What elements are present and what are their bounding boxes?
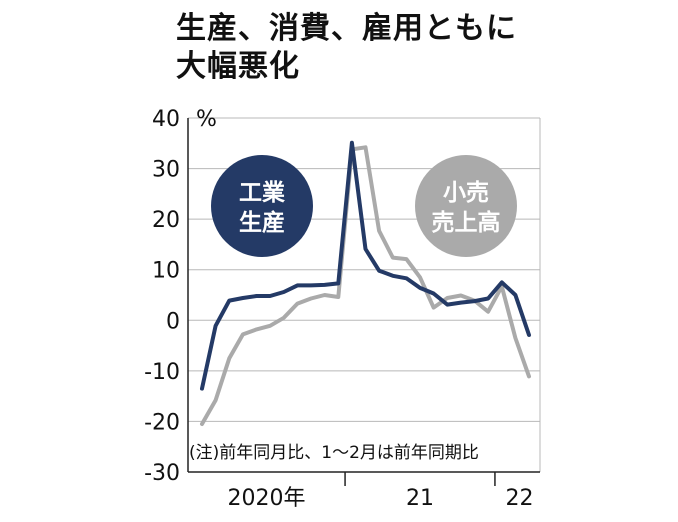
series-badge-industrial-production <box>211 155 313 257</box>
series-badge-label: 工業 <box>239 179 286 206</box>
chart-note: (注)前年同月比、1～2月は前年同期比 <box>189 443 479 463</box>
y-tick-label: 40 <box>152 107 180 132</box>
x-axis-label: 2020年 <box>228 486 306 511</box>
series-badge-label: 小売 <box>443 180 489 206</box>
y-axis-tick-labels: 40 30 20 10 0 -10 -20 -30 <box>144 107 180 486</box>
y-tick-label: -30 <box>144 461 180 486</box>
y-tick-label: 10 <box>152 259 180 284</box>
series-line-industrial-production <box>200 140 531 391</box>
x-axis-labels: 2020年 21 22 <box>228 486 534 511</box>
gridlines <box>187 117 541 472</box>
y-tick-label: 30 <box>152 158 180 183</box>
series-badge-retail-sales <box>415 155 517 257</box>
y-tick-label: -10 <box>144 360 180 385</box>
y-axis-unit: % <box>196 107 217 132</box>
series-badge-label: 生産 <box>239 209 285 236</box>
x-axis <box>188 471 540 486</box>
chart-title-line-1: 生産、消費、雇用ともに <box>176 11 517 46</box>
y-tick-label: 20 <box>152 208 180 233</box>
series-badge-label: 売上高 <box>432 209 501 236</box>
chart-title-line-2: 大幅悪化 <box>176 49 300 84</box>
y-tick-label: -20 <box>144 410 180 435</box>
y-tick-label: 0 <box>166 309 180 334</box>
series-lines <box>200 140 531 426</box>
x-axis-label: 21 <box>406 486 434 511</box>
x-axis-label: 22 <box>505 486 533 511</box>
